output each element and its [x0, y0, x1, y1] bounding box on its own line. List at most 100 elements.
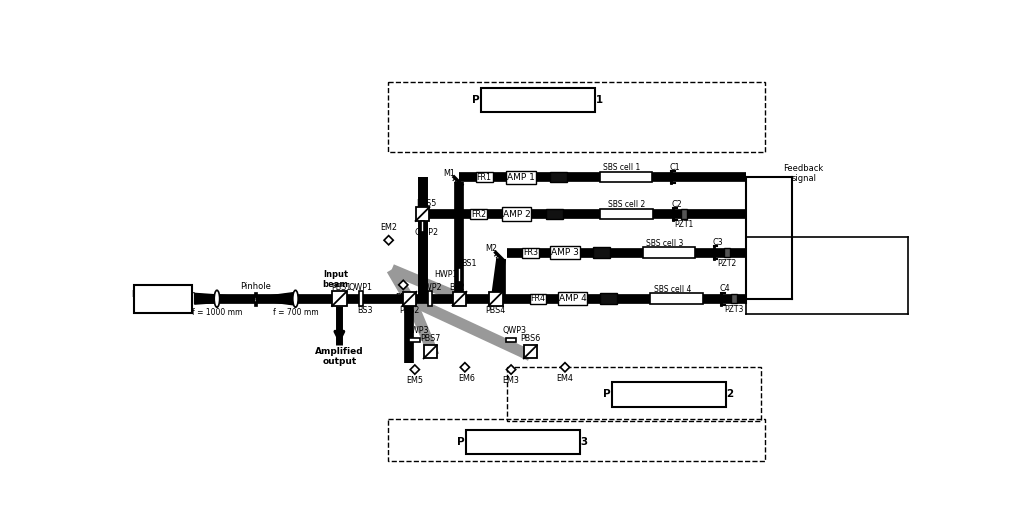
Bar [481, 88, 595, 113]
Bar [332, 291, 346, 306]
Text: FR2: FR2 [471, 209, 486, 218]
Bar [254, 292, 257, 297]
Text: FR7: FR7 [594, 248, 608, 257]
Bar [600, 294, 618, 304]
Bar [530, 294, 546, 304]
Text: PBS5: PBS5 [416, 199, 436, 208]
Text: f = 700 mm: f = 700 mm [273, 308, 318, 317]
Text: SBS cell 1: SBS cell 1 [603, 164, 641, 173]
Bar [489, 292, 502, 306]
Text: QWP3: QWP3 [503, 326, 527, 335]
Polygon shape [398, 280, 408, 289]
Text: Input
beam: Input beam [322, 270, 348, 289]
Text: M2: M2 [485, 244, 497, 253]
Text: C4: C4 [719, 284, 731, 293]
Bar [421, 221, 425, 232]
Bar [505, 338, 517, 342]
Bar [593, 247, 609, 258]
Bar [458, 268, 462, 282]
Text: BS2: BS2 [449, 282, 465, 292]
Bar [600, 209, 653, 219]
Text: EM4: EM4 [556, 373, 574, 382]
Text: FR6: FR6 [546, 209, 561, 218]
Bar [476, 172, 492, 182]
Text: AMP 1: AMP 1 [507, 173, 535, 181]
Bar [723, 248, 730, 257]
Text: EM2: EM2 [380, 224, 397, 232]
Bar [466, 430, 580, 454]
Text: PBS7: PBS7 [420, 335, 440, 343]
Bar [254, 301, 257, 306]
Text: oscillator: oscillator [141, 298, 185, 307]
Bar [599, 171, 652, 183]
Text: AMP 2: AMP 2 [502, 209, 530, 218]
Text: HWP1: HWP1 [434, 270, 458, 279]
Polygon shape [256, 292, 293, 305]
Polygon shape [411, 365, 420, 374]
Bar [359, 291, 363, 306]
Text: FR5: FR5 [550, 173, 566, 181]
Text: FR4: FR4 [531, 294, 545, 304]
Bar [424, 346, 437, 358]
Polygon shape [506, 365, 516, 374]
Text: PZT1: PZT1 [675, 220, 694, 229]
Text: AMP 3: AMP 3 [551, 248, 579, 257]
Text: C3: C3 [712, 238, 722, 247]
Text: f = 1000 mm: f = 1000 mm [192, 308, 243, 317]
Polygon shape [195, 294, 255, 304]
Text: BS3: BS3 [357, 306, 373, 315]
Bar [682, 209, 688, 219]
Text: PZT2: PZT2 [717, 259, 737, 268]
Text: QWP2: QWP2 [415, 228, 438, 237]
Text: Phase measurement 1: Phase measurement 1 [473, 95, 603, 105]
Text: PBS2: PBS2 [399, 306, 420, 315]
Text: QWP1: QWP1 [348, 282, 373, 292]
Bar [133, 285, 193, 312]
Text: C1: C1 [669, 163, 681, 171]
Text: FR1: FR1 [477, 173, 491, 181]
Text: PBS4: PBS4 [485, 306, 505, 315]
Bar [549, 171, 567, 183]
Text: C2: C2 [672, 199, 682, 208]
Bar [546, 209, 562, 219]
Bar [732, 294, 738, 304]
Text: SBS cell 2: SBS cell 2 [608, 200, 645, 209]
Bar [501, 207, 531, 220]
Bar [403, 292, 417, 306]
Bar [650, 294, 703, 304]
Bar [524, 346, 537, 358]
Bar [388, 419, 765, 461]
Text: FR3: FR3 [523, 248, 538, 257]
Text: HWP3: HWP3 [406, 326, 429, 335]
Bar [643, 247, 695, 258]
Text: M1: M1 [443, 169, 454, 178]
Text: PBS1: PBS1 [331, 284, 351, 292]
Text: HWP2: HWP2 [419, 282, 442, 292]
Bar [522, 248, 539, 258]
Text: Phase measurement 2: Phase measurement 2 [603, 389, 735, 399]
Text: Phase measurement 3: Phase measurement 3 [458, 437, 588, 447]
Text: EM5: EM5 [407, 376, 423, 385]
Text: SBS cell 4: SBS cell 4 [654, 285, 692, 294]
Text: EM6: EM6 [458, 373, 475, 382]
Polygon shape [560, 362, 570, 372]
Bar [428, 291, 432, 306]
Bar [506, 170, 536, 184]
Text: Amplified
output: Amplified output [315, 347, 364, 366]
Bar [452, 292, 467, 306]
Text: PZT3: PZT3 [725, 305, 744, 314]
Text: BS1: BS1 [461, 259, 477, 268]
Text: PBS6: PBS6 [520, 335, 540, 343]
Ellipse shape [214, 290, 220, 307]
Text: AMP 4: AMP 4 [558, 294, 587, 304]
Bar [550, 246, 580, 259]
Bar [470, 209, 487, 219]
Text: EM3: EM3 [502, 376, 520, 385]
Bar [410, 338, 420, 342]
Bar [612, 382, 726, 407]
Text: Feedback
signal: Feedback signal [784, 164, 823, 183]
Polygon shape [461, 362, 470, 372]
Text: EM1: EM1 [394, 292, 412, 302]
Text: FR8: FR8 [601, 294, 616, 304]
Bar [558, 292, 587, 305]
